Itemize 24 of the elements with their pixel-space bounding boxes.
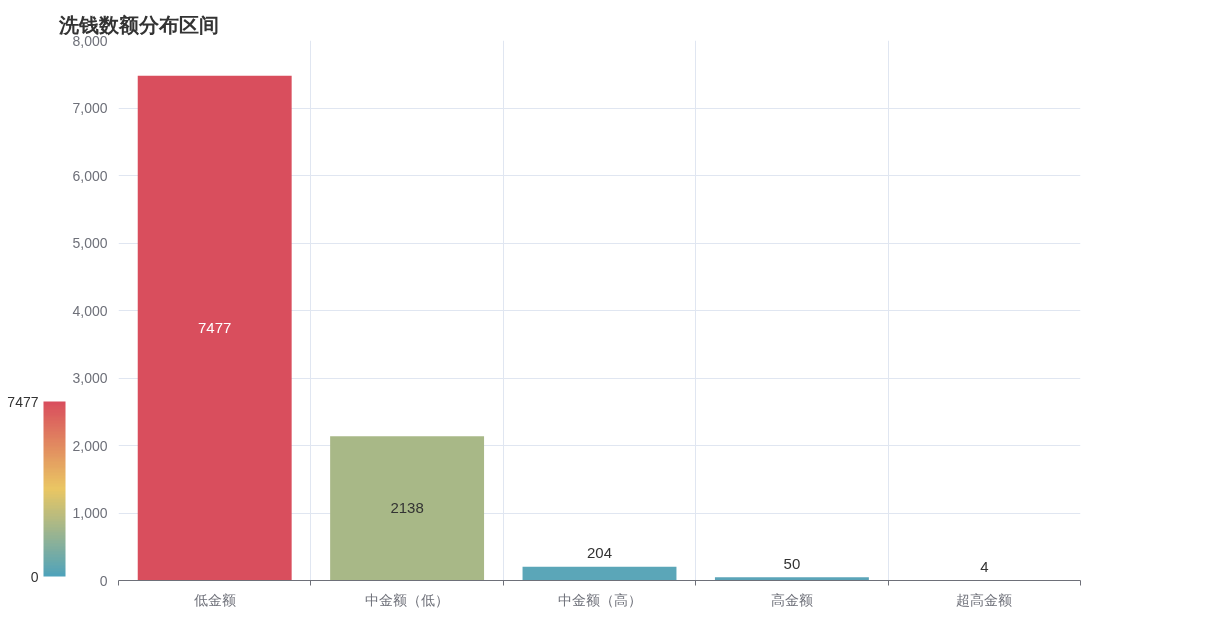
bar	[330, 436, 485, 581]
y-tick-label: 2,000	[72, 437, 108, 454]
y-tick-label: 4,000	[72, 302, 108, 319]
x-tick-label: 中金额（低）	[365, 591, 450, 608]
data-label: 2138	[390, 499, 424, 517]
y-tick-label: 7,000	[72, 100, 108, 116]
color-bar-label: 0	[30, 568, 39, 585]
color-bar-label: 7477	[7, 393, 39, 410]
chart-title: 洗钱数额分布区间	[57, 13, 219, 36]
y-tick-label: 6,000	[72, 167, 108, 184]
data-label: 7477	[198, 319, 232, 337]
data-label: 204	[586, 544, 613, 562]
x-tick-label: 低金额	[193, 591, 236, 608]
bar	[137, 75, 292, 581]
bar	[522, 566, 677, 581]
x-tick-label: 中金额（高）	[557, 591, 642, 608]
y-tick-label: 3,000	[72, 370, 108, 386]
y-tick-label: 5,000	[72, 235, 108, 251]
data-label: 4	[980, 557, 989, 575]
x-tick-label: 超高金额	[956, 591, 1013, 608]
y-tick-label: 1,000	[72, 505, 108, 521]
data-label: 50	[783, 554, 801, 572]
x-tick-label: 高金额	[770, 591, 813, 608]
y-tick-label: 0	[99, 572, 108, 589]
